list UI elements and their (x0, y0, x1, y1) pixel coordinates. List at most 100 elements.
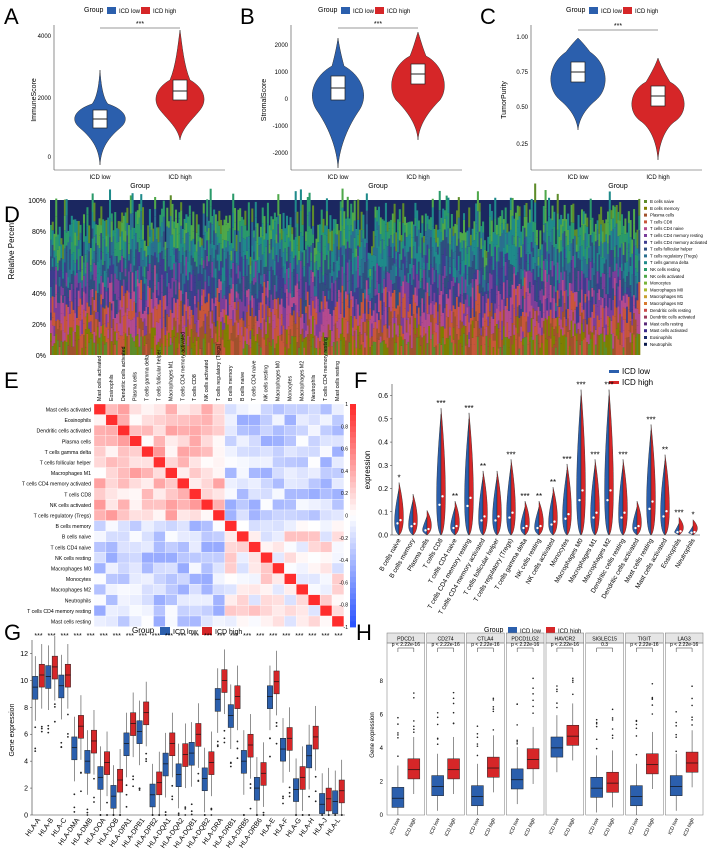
panel-d-segment (145, 334, 148, 344)
panel-d-segment (567, 229, 570, 246)
panel-d-segment (96, 245, 99, 262)
panel-d-sample-bar (331, 230, 334, 355)
panel-d-segment (551, 347, 554, 355)
panel-e-cell (189, 520, 202, 532)
panel-d-sample-bar (579, 227, 582, 355)
panel-d-segment (525, 254, 528, 262)
panel-d-segment (76, 324, 79, 336)
panel-d-segment (587, 300, 590, 318)
panel-d-segment (480, 268, 483, 286)
panel-d-segment (235, 263, 238, 274)
panel-d-segment (79, 320, 82, 336)
panel-g-outlier (242, 814, 245, 816)
panel-d-segment (273, 328, 276, 349)
panel-e-cell (177, 520, 190, 532)
panel-d-sample-bar (565, 219, 568, 355)
panel-d-segment (258, 327, 261, 346)
panel-d-segment (383, 249, 386, 271)
panel-d-segment (553, 344, 556, 355)
panel-d-segment (121, 272, 124, 286)
panel-d-segment (56, 328, 59, 341)
panel-d-segment (263, 299, 266, 320)
panel-d-segment (155, 239, 158, 258)
panel-g-outlier (145, 758, 148, 760)
panel-d-segment (534, 280, 537, 301)
panel-d-segment (499, 311, 502, 332)
panel-e-cell (212, 488, 226, 500)
panel-d-segment (485, 319, 488, 327)
panel-d-segment (426, 292, 429, 314)
panel-a-legend-title: Group (84, 7, 104, 14)
panel-d-segment (185, 275, 188, 293)
panel-d-segment (76, 318, 79, 325)
panel-d-sample-bar (164, 241, 167, 355)
panel-d-segment (442, 337, 445, 355)
panel-d-segment (612, 299, 615, 316)
panel-d-segment (457, 306, 460, 329)
panel-d-segment (629, 342, 632, 355)
panel-d-segment (495, 244, 499, 262)
panel-d-segment (391, 265, 394, 285)
panel-d-segment (91, 274, 94, 289)
panel-d-segment (478, 293, 481, 314)
panel-d-segment (404, 308, 407, 318)
panel-d-segment (475, 203, 478, 224)
panel-d-segment (164, 286, 167, 296)
panel-d-segment (633, 305, 636, 314)
panel-d-segment (563, 317, 566, 335)
panel-d-segment (405, 332, 408, 345)
panel-d-segment (100, 259, 103, 276)
panel-d-segment (301, 236, 304, 253)
panel-d-segment (348, 342, 351, 355)
panel-d-segment (610, 334, 613, 355)
panel-d-segment (518, 317, 521, 337)
panel-e-cell (236, 531, 249, 542)
panel-d-segment (178, 262, 181, 283)
panel-d-segment (256, 334, 259, 343)
panel-d-segment (523, 250, 526, 270)
panel-d-segment (466, 294, 469, 308)
panel-d-segment (303, 276, 306, 292)
panel-d-segment (259, 237, 263, 245)
panel-d-segment (345, 274, 348, 292)
panel-e-cell (93, 509, 107, 521)
panel-d-segment (55, 308, 58, 321)
panel-d-segment (327, 346, 330, 355)
panel-g-tick-label: 8 (24, 705, 28, 712)
panel-d-segment (227, 241, 230, 252)
panel-h-outlier (413, 725, 415, 728)
panel-d-segment (169, 344, 172, 355)
panel-d-segment (414, 241, 417, 259)
panel-d-segment (272, 308, 275, 321)
panel-d-segment (280, 287, 283, 299)
panel-d-sample-bar (589, 198, 592, 355)
panel-e-cell (296, 499, 309, 511)
panel-d-segment (528, 341, 531, 355)
panel-d-segment (338, 270, 341, 279)
panel-e-cell (248, 531, 261, 542)
panel-d-segment (51, 244, 54, 259)
panel-d-segment (135, 270, 138, 288)
panel-d-segment (131, 337, 134, 355)
panel-g-box-high (169, 732, 176, 757)
panel-d-segment (423, 262, 426, 270)
panel-e-cell (308, 446, 321, 458)
panel-d-segment (600, 305, 603, 319)
panel-d-segment (181, 255, 184, 274)
panel-d-sample-bar (556, 193, 559, 355)
panel-d-segment (299, 210, 302, 233)
panel-d-segment (62, 259, 65, 273)
panel-d-segment (598, 272, 601, 290)
panel-d-segment (119, 323, 122, 336)
panel-d-segment (466, 286, 469, 295)
panel-d-sample-bar (440, 217, 443, 355)
panel-d-segment (601, 298, 604, 308)
panel-d-segment (407, 332, 410, 342)
panel-d-segment (527, 295, 530, 317)
panel-d-segment (584, 319, 587, 338)
panel-e-cell (189, 446, 202, 458)
panel-d-segment (508, 311, 511, 332)
panel-d-segment (527, 288, 530, 296)
panel-d-segment (577, 270, 580, 292)
panel-d-segment (171, 249, 174, 270)
